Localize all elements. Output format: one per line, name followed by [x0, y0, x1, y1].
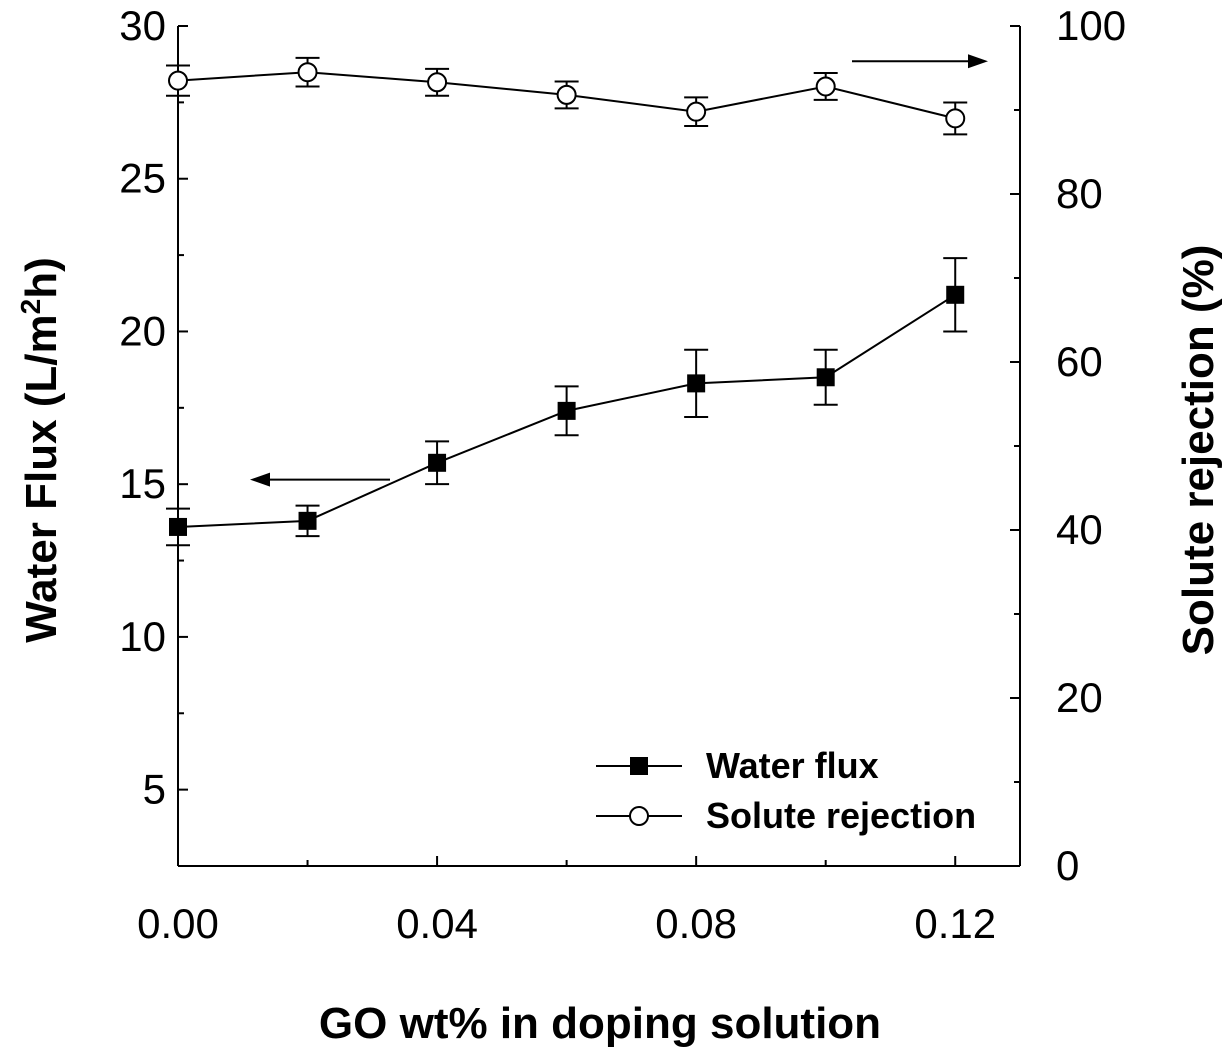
data-point-solute-rejection	[427, 72, 448, 93]
y-axis-left: 5 10 15 20 25 30	[119, 2, 188, 867]
y-axis-title-tail: h)	[17, 257, 66, 299]
data-point-solute-rejection	[945, 108, 966, 129]
data-point-water-flux	[557, 401, 576, 420]
legend-marker-water-flux	[630, 757, 648, 775]
x-axis: 0.00 0.04 0.08 0.12	[137, 856, 996, 947]
y2-tick-label: 0	[1056, 842, 1079, 889]
x-tick-label: 0.04	[396, 900, 478, 947]
y-tick-label: 30	[119, 2, 166, 49]
y2-tick-label: 80	[1056, 170, 1103, 217]
legend-marker-solute-rejection	[629, 806, 649, 826]
plot-frame	[177, 26, 1021, 867]
y2-axis-title: Solute rejection (%)	[1174, 245, 1223, 656]
y-axis-title-superscript: 2	[15, 299, 46, 315]
data-point-water-flux	[687, 374, 706, 393]
legend-label-water-flux: Water flux	[706, 745, 879, 786]
y2-tick-label: 100	[1056, 2, 1126, 49]
data-point-water-flux	[298, 511, 317, 530]
x-axis-title: GO wt% in doping solution	[319, 999, 881, 1048]
data-point-solute-rejection	[815, 76, 836, 97]
x-tick-label: 0.08	[655, 900, 737, 947]
x-tick-label: 0.12	[914, 900, 996, 947]
y-tick-label: 20	[119, 307, 166, 354]
data-point-solute-rejection	[556, 84, 577, 105]
data-point-water-flux	[428, 453, 447, 472]
y2-tick-label: 40	[1056, 506, 1103, 553]
legend-label-solute-rejection: Solute rejection	[706, 795, 976, 836]
y-tick-label: 5	[143, 766, 166, 813]
y2-tick-label: 60	[1056, 338, 1103, 385]
y-tick-label: 25	[119, 155, 166, 202]
data-point-water-flux	[169, 517, 187, 536]
data-point-solute-rejection	[168, 70, 188, 91]
data-point-water-flux	[946, 285, 965, 304]
series-layer	[166, 56, 968, 547]
data-point-water-flux	[816, 368, 835, 387]
data-point-solute-rejection	[297, 62, 318, 83]
legend: Water flux Solute rejection	[596, 745, 976, 836]
y-axis-right: 0 20 40 60 80 100	[1010, 2, 1126, 889]
y2-tick-label: 20	[1056, 674, 1103, 721]
arrow-right-head	[968, 54, 988, 69]
y-axis-title-base: Water Flux (L/m	[17, 314, 66, 642]
y-tick-label: 15	[119, 460, 166, 507]
x-tick-label: 0.00	[137, 900, 219, 947]
y-axis-title: Water Flux (L/m2h)	[15, 257, 66, 643]
data-point-solute-rejection	[686, 101, 707, 122]
annotation-layer	[250, 54, 988, 487]
arrow-left-head	[250, 472, 270, 487]
y-tick-label: 10	[119, 613, 166, 660]
